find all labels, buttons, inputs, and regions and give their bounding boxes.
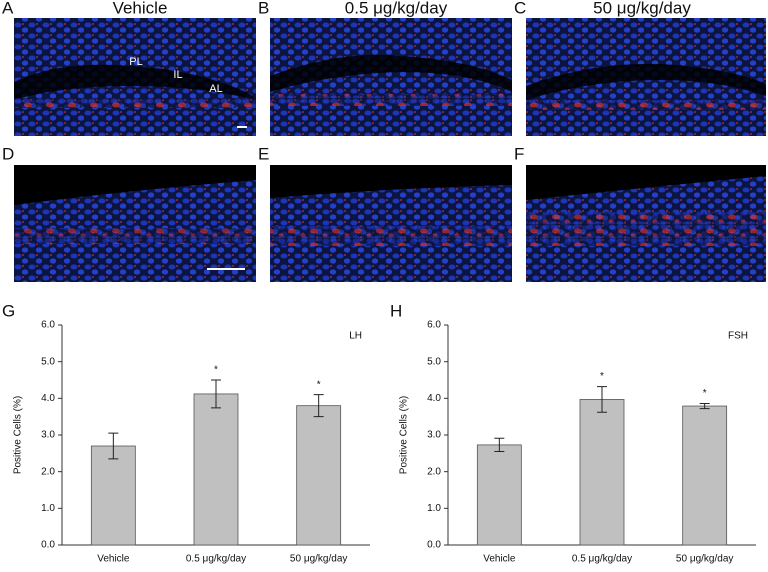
bar xyxy=(193,393,239,546)
y-tick-label: 3.0 xyxy=(41,430,55,441)
panel-letter: G xyxy=(2,301,15,320)
error-bar xyxy=(108,432,119,460)
x-tick-label: 50 μg/kg/day xyxy=(290,554,347,565)
panel-letter: D xyxy=(2,144,14,163)
image-label: AL xyxy=(209,83,222,95)
bar xyxy=(682,405,728,546)
panel-letter: B xyxy=(258,0,269,17)
column-title: 0.5 μg/kg/day xyxy=(345,0,448,17)
y-tick-label: 1.0 xyxy=(41,503,55,514)
chart-label: FSH xyxy=(728,331,748,342)
bar xyxy=(296,405,342,546)
column-title: 50 μg/kg/day xyxy=(593,0,691,17)
y-tick-label: 0.0 xyxy=(41,540,55,551)
y-tick-label: 5.0 xyxy=(41,356,55,367)
significance-mark: * xyxy=(703,388,707,399)
error-bar xyxy=(494,437,505,452)
x-tick-label: 0.5 μg/kg/day xyxy=(186,554,246,565)
significance-mark: * xyxy=(317,379,321,390)
significance-mark: * xyxy=(214,365,218,376)
panel-letter: H xyxy=(390,301,402,320)
y-tick-label: 4.0 xyxy=(427,393,441,404)
panel-letter: F xyxy=(514,144,524,163)
chart-label: LH xyxy=(349,331,362,342)
x-tick-label: Vehicle xyxy=(97,554,130,565)
bar xyxy=(476,444,522,546)
x-tick-label: Vehicle xyxy=(483,554,516,565)
y-tick-label: 4.0 xyxy=(41,393,55,404)
error-bar xyxy=(313,394,324,418)
micrograph xyxy=(14,18,256,136)
y-tick-label: 2.0 xyxy=(41,466,55,477)
y-tick-label: 2.0 xyxy=(427,466,441,477)
panel-letter: C xyxy=(514,0,526,17)
error-bar xyxy=(211,379,221,409)
y-tick-label: 0.0 xyxy=(427,540,441,551)
y-tick-label: 5.0 xyxy=(427,356,441,367)
micrograph xyxy=(270,165,512,282)
micrograph xyxy=(526,165,766,282)
y-tick-label: 3.0 xyxy=(427,430,441,441)
micrograph xyxy=(14,165,256,282)
micrograph xyxy=(526,18,766,136)
micrograph xyxy=(270,18,512,136)
x-tick-label: 0.5 μg/kg/day xyxy=(572,554,632,565)
y-axis-label: Positive Cells (%) xyxy=(399,396,410,474)
error-bar xyxy=(699,402,710,410)
image-label: PL xyxy=(129,56,142,68)
y-axis-label: Positive Cells (%) xyxy=(13,396,24,474)
significance-mark: * xyxy=(600,371,604,382)
panel-letter: A xyxy=(2,0,14,17)
panel-letter: E xyxy=(258,144,269,163)
y-tick-label: 6.0 xyxy=(41,320,55,331)
error-bar xyxy=(597,386,607,413)
image-row-1: PL IL AL xyxy=(0,0,768,136)
bar xyxy=(90,445,136,546)
bar xyxy=(579,399,625,546)
x-tick-label: 50 μg/kg/day xyxy=(676,554,733,565)
column-title: Vehicle xyxy=(113,0,168,17)
image-row-2 xyxy=(14,165,766,282)
image-label: IL xyxy=(173,69,182,81)
y-tick-label: 6.0 xyxy=(427,320,441,331)
y-tick-label: 1.0 xyxy=(427,503,441,514)
